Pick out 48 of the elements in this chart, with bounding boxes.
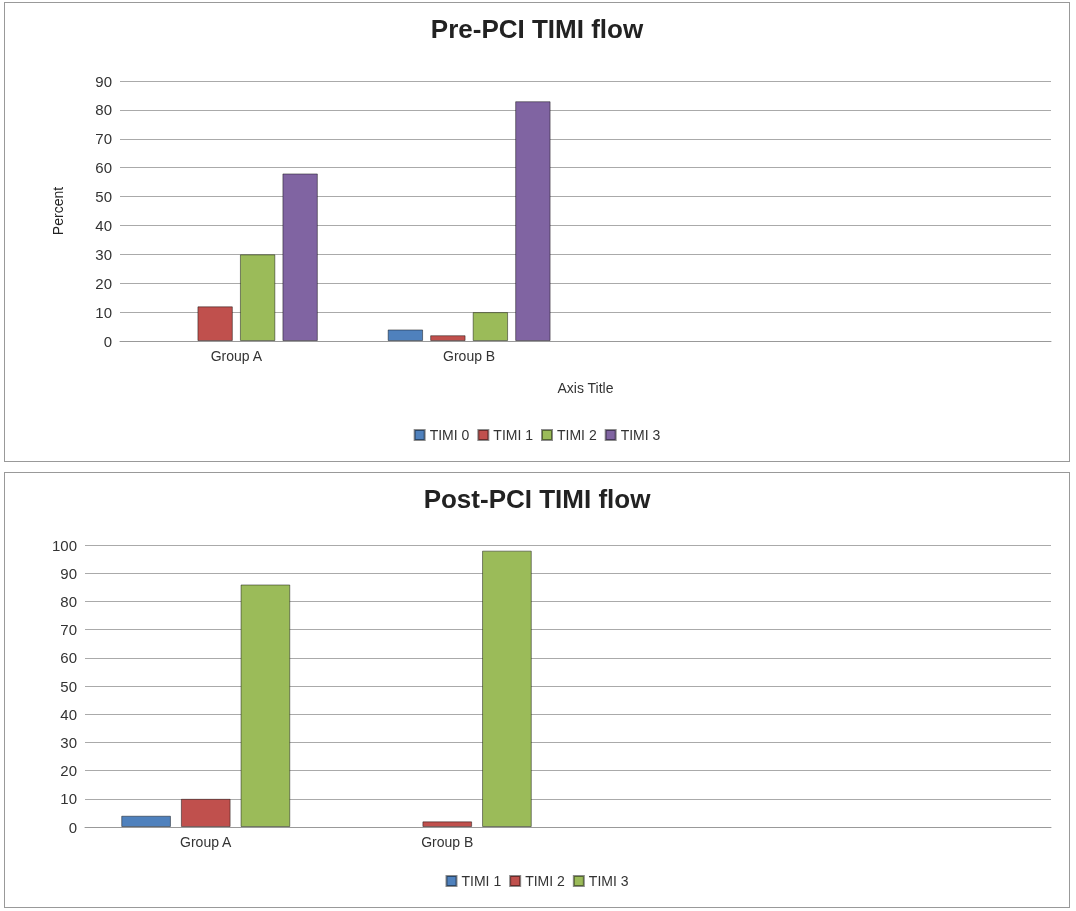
y-tick-label: 60 bbox=[95, 159, 112, 177]
bar bbox=[515, 101, 551, 341]
bar bbox=[422, 821, 473, 827]
x-tick-label: Group A bbox=[180, 834, 233, 850]
x-tick-label: Group A bbox=[210, 348, 263, 364]
chart-title: Pre-PCI TIMI flow bbox=[430, 14, 644, 44]
y-tick-label: 0 bbox=[68, 818, 77, 836]
legend-label: TIMI 2 bbox=[557, 427, 597, 443]
x-axis-title: Axis Title bbox=[557, 380, 614, 396]
y-tick-label: 30 bbox=[60, 733, 77, 751]
bar bbox=[472, 312, 509, 341]
y-tick-label: 80 bbox=[95, 101, 112, 119]
y-tick-label: 40 bbox=[60, 705, 77, 723]
legend-label: TIMI 1 bbox=[461, 873, 502, 889]
legend-label: TIMI 3 bbox=[620, 427, 661, 443]
bar bbox=[197, 306, 233, 341]
legend-label: TIMI 0 bbox=[429, 427, 470, 443]
y-tick-label: 100 bbox=[51, 536, 77, 554]
y-tick-label: 50 bbox=[60, 677, 77, 695]
y-tick-label: 60 bbox=[60, 649, 77, 667]
y-tick-label: 90 bbox=[60, 564, 77, 582]
bar bbox=[121, 815, 171, 827]
x-tick-label: Group B bbox=[421, 834, 474, 850]
y-tick-label: 50 bbox=[95, 188, 112, 206]
y-tick-label: 90 bbox=[95, 72, 112, 90]
chart-title: Post-PCI TIMI flow bbox=[423, 484, 652, 514]
y-tick-label: 80 bbox=[60, 592, 77, 610]
bar bbox=[482, 550, 532, 827]
y-tick-label: 40 bbox=[95, 216, 112, 234]
bar bbox=[282, 173, 318, 341]
legend-label: TIMI 2 bbox=[525, 873, 566, 889]
y-tick-label: 70 bbox=[95, 130, 112, 148]
y-tick-label: 70 bbox=[60, 621, 77, 639]
x-tick-label: Group B bbox=[443, 348, 496, 364]
bar bbox=[239, 254, 276, 341]
y-tick-label: 10 bbox=[95, 303, 112, 321]
bar bbox=[387, 329, 424, 341]
legend-label: TIMI 1 bbox=[493, 427, 534, 443]
y-tick-label: 20 bbox=[60, 762, 77, 780]
bar bbox=[430, 335, 466, 341]
y-tick-label: 30 bbox=[95, 245, 112, 263]
legend-label: TIMI 3 bbox=[588, 873, 629, 889]
y-tick-label: 0 bbox=[103, 332, 112, 350]
bar bbox=[240, 584, 291, 827]
y-tick-label: 10 bbox=[60, 790, 77, 808]
y-axis-title: Percent bbox=[50, 186, 66, 236]
y-tick-label: 20 bbox=[95, 274, 112, 292]
bar bbox=[180, 798, 231, 827]
